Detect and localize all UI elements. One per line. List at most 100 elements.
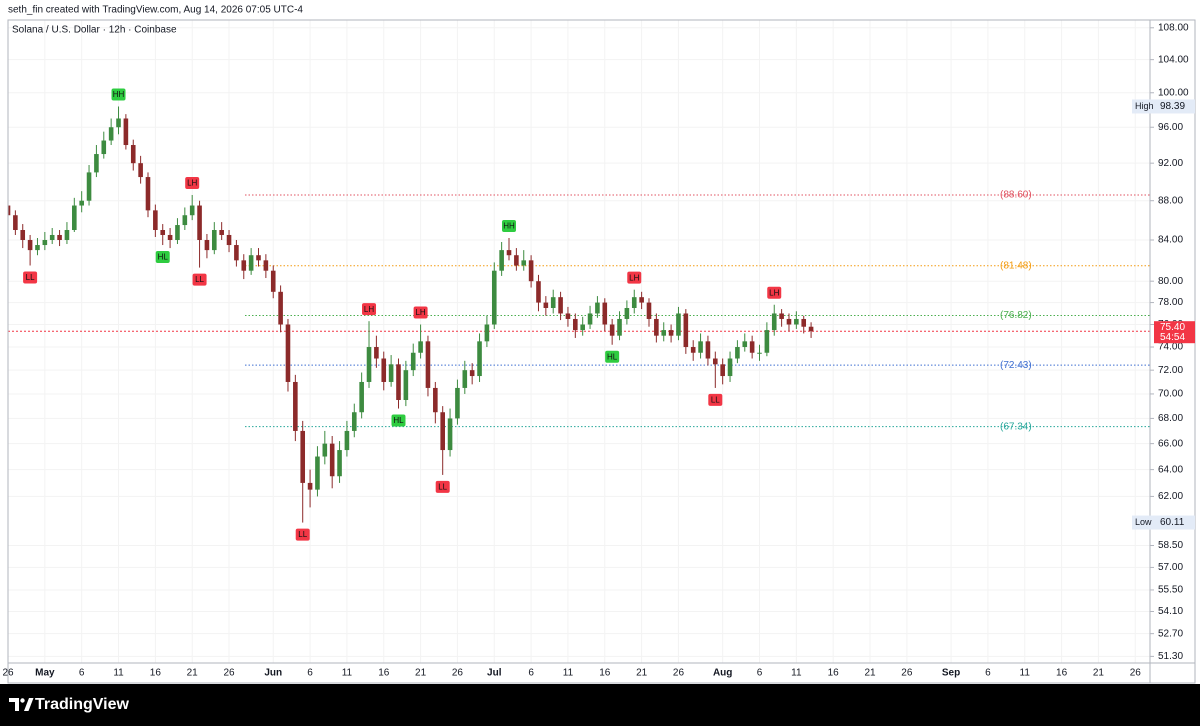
- candle-body: [403, 370, 409, 400]
- candle-body: [13, 215, 18, 231]
- candle-body: [499, 250, 504, 271]
- candle-body: [698, 341, 703, 353]
- x-tick-label: 6: [985, 668, 991, 679]
- pivot-text: LL: [26, 273, 35, 282]
- candle-body: [521, 260, 527, 266]
- candle-body: [617, 318, 622, 336]
- level-label: (67.34): [1000, 421, 1032, 432]
- x-tick-label: 16: [599, 668, 611, 679]
- candle-body: [514, 255, 519, 266]
- candle-body: [749, 341, 755, 353]
- candle-body: [757, 352, 762, 354]
- x-tick-label: 11: [113, 668, 124, 679]
- candle-body: [573, 318, 578, 331]
- candle-body: [42, 239, 48, 246]
- candle-body: [189, 205, 195, 216]
- x-tick-label: Jul: [487, 668, 502, 679]
- candle-body: [477, 341, 482, 377]
- x-tick-label: 21: [1093, 668, 1105, 679]
- candle-body: [455, 387, 460, 419]
- candle-body: [609, 324, 615, 336]
- pivot-label: LL: [435, 480, 450, 493]
- pivot-box: [185, 176, 200, 189]
- pivot-label: HH: [111, 88, 126, 101]
- pivot-text: LL: [298, 530, 307, 539]
- pivot-label: LH: [185, 176, 200, 189]
- chart-frame: [7, 19, 1196, 684]
- y-tick-label: 92.00: [1158, 158, 1183, 169]
- candle-body: [270, 270, 276, 292]
- level-label: (76.82): [1000, 310, 1032, 321]
- level-label: (81.48): [1000, 260, 1032, 271]
- y-tick-label: 62.00: [1158, 491, 1183, 502]
- candle-body: [720, 364, 725, 377]
- x-tick-label: Jun: [264, 668, 282, 679]
- candle-body: [167, 234, 173, 240]
- pivot-box: [155, 251, 170, 264]
- last-price-countdown: 54:54: [1160, 332, 1185, 343]
- candle-body: [108, 127, 114, 141]
- low-marker-text: Low: [1135, 517, 1152, 527]
- candle-body: [727, 358, 733, 377]
- pivot-label: LH: [362, 303, 377, 316]
- pivot-label: LH: [413, 306, 428, 319]
- candle-body: [550, 297, 556, 309]
- candle-body: [735, 347, 740, 359]
- x-tick-label: 16: [1056, 668, 1068, 679]
- candle-body: [587, 313, 593, 325]
- candle-body: [49, 234, 55, 240]
- y-tick-label: 100.00: [1158, 87, 1189, 98]
- candle-body: [374, 347, 379, 359]
- pivot-text: LH: [629, 273, 639, 282]
- candle-body: [293, 381, 298, 431]
- high-marker-box: [1132, 99, 1195, 114]
- candle-body: [64, 230, 70, 240]
- candle-body: [639, 297, 644, 303]
- pivot-label: HL: [605, 350, 620, 363]
- pivot-label: HH: [502, 219, 517, 232]
- candle-body: [226, 234, 232, 246]
- x-tick-label: 21: [187, 668, 199, 679]
- candle-body: [35, 245, 40, 251]
- candle-body: [794, 318, 799, 325]
- candle-body: [322, 443, 328, 457]
- candle-body: [676, 313, 681, 336]
- low-marker-value: 60.11: [1160, 517, 1185, 528]
- y-tick-label: 57.00: [1158, 562, 1183, 573]
- candle-body: [536, 281, 541, 303]
- candle-body: [256, 255, 261, 261]
- candle-body: [580, 324, 585, 331]
- candle-body: [300, 430, 306, 483]
- candle-body: [779, 313, 784, 319]
- x-tick-label: 11: [563, 668, 574, 679]
- pivot-box: [192, 273, 207, 286]
- pivot-box: [23, 271, 38, 284]
- x-tick-label: 11: [791, 668, 802, 679]
- y-tick-label: 72.00: [1158, 365, 1183, 376]
- chart-title: Solana / U.S. Dollar · 12h · Coinbase: [12, 25, 177, 36]
- x-tick-label: 6: [757, 668, 763, 679]
- footer-brand: TradingView: [35, 696, 130, 713]
- candle-body: [138, 163, 143, 178]
- candle-body: [182, 215, 188, 226]
- candle-body: [197, 205, 202, 240]
- pivot-text: LH: [415, 308, 425, 317]
- x-tick-label: 21: [636, 668, 648, 679]
- y-tick-label: 54.10: [1158, 606, 1183, 617]
- candle-body: [329, 443, 335, 477]
- candle-body: [396, 364, 401, 400]
- x-tick-label: 16: [150, 668, 162, 679]
- candle-body: [72, 205, 77, 231]
- pivot-box: [362, 303, 377, 316]
- candle-body: [440, 412, 445, 451]
- y-tick-label: 84.00: [1158, 235, 1183, 246]
- candle-body: [646, 302, 652, 319]
- x-tick-label: 26: [901, 668, 913, 679]
- pivot-text: LL: [711, 396, 720, 405]
- candle-body: [175, 225, 180, 240]
- pivot-box: [295, 528, 310, 541]
- candle-body: [558, 297, 563, 314]
- candle-body: [418, 341, 423, 353]
